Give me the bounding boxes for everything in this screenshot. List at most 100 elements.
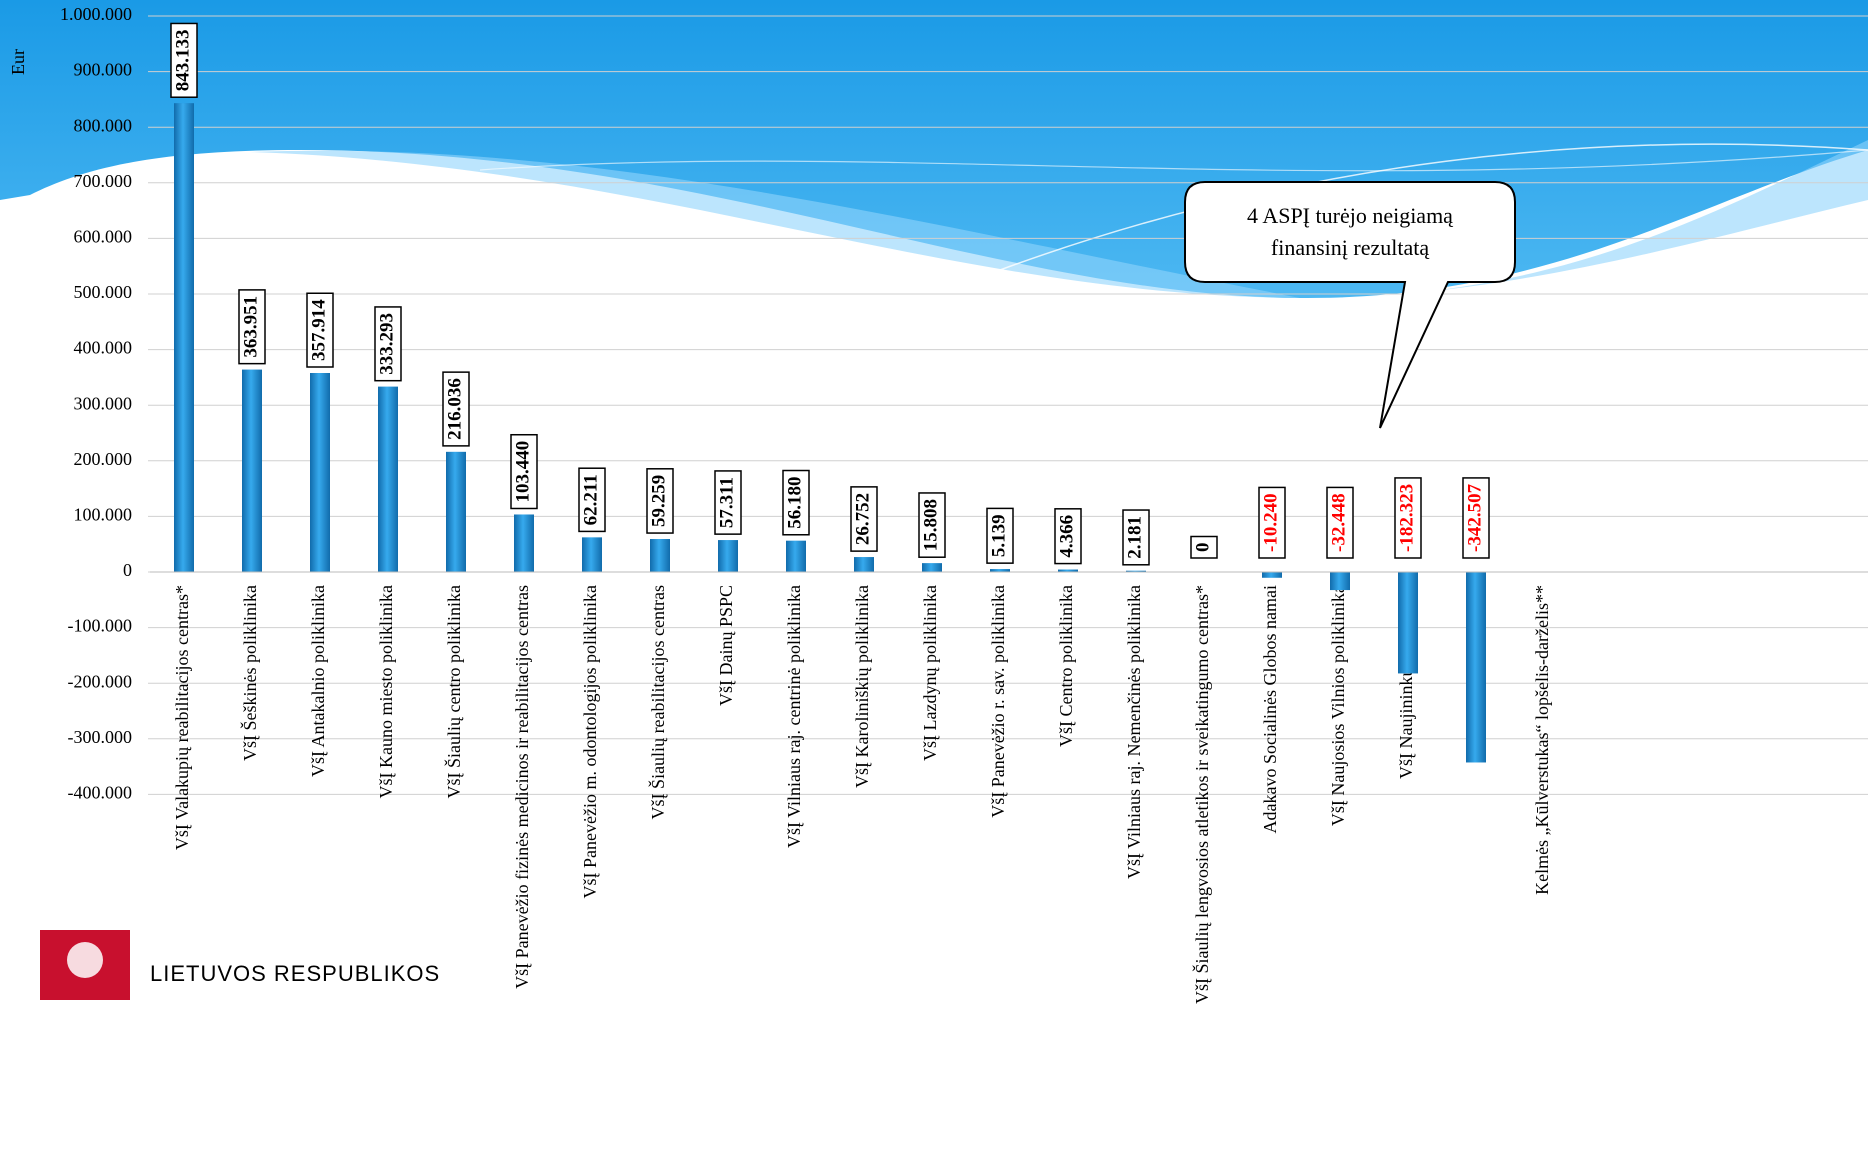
value-label: 0 — [1190, 535, 1218, 559]
value-label: -342.507 — [1462, 477, 1490, 559]
y-tick-label: 800.000 — [74, 115, 133, 135]
value-label-box — [578, 467, 606, 533]
value-label-text: 103.440 — [512, 441, 533, 503]
value-label-box — [714, 470, 742, 535]
y-tick-label: -100.000 — [68, 616, 133, 636]
value-label-box — [1258, 486, 1286, 559]
value-label-box — [1462, 477, 1490, 559]
value-label-text: 2.181 — [1124, 516, 1145, 559]
value-label-box — [1394, 477, 1422, 559]
x-tick-label: VšĮ Šiaulių lengvosios atletikos ir svei… — [1191, 585, 1212, 1004]
y-tick-label: 200.000 — [74, 449, 133, 469]
value-label: -10.240 — [1258, 486, 1286, 559]
value-label-text: 62.211 — [580, 474, 601, 525]
bar-shade — [990, 569, 1010, 572]
value-label: 103.440 — [510, 433, 538, 510]
bar-shade — [650, 539, 670, 572]
value-label-box — [986, 507, 1014, 564]
value-label-text: 5.139 — [988, 514, 1009, 557]
y-tick-label: 300.000 — [74, 393, 133, 413]
x-tick-label: Adakavo Socialinės Globos namai — [1260, 585, 1280, 833]
y-tick-label: 1.000.000 — [60, 4, 132, 24]
value-label-box — [782, 469, 810, 536]
y-tick-label: 0 — [123, 560, 132, 580]
x-tick-label: VšĮ Vilniaus raj. centrinė poliklinika — [784, 585, 804, 848]
callout: 4 ASPĮ turėjo neigiamą finansinį rezulta… — [1184, 181, 1516, 429]
value-label: 216.036 — [442, 371, 470, 447]
y-tick-label: 500.000 — [74, 282, 133, 302]
value-label-box — [442, 371, 470, 447]
bar-shade — [1262, 572, 1282, 578]
bar-shade — [514, 514, 534, 572]
x-tick-label: VšĮ Naujosios Vilnios poliklinika — [1328, 585, 1348, 826]
y-tick-label: -400.000 — [68, 783, 133, 803]
y-tick-label: 100.000 — [74, 505, 133, 525]
value-label-box — [646, 468, 674, 534]
value-label-box — [1054, 508, 1082, 565]
annotation: finansinį rezultatą — [1271, 235, 1429, 260]
value-label-text: -182.323 — [1396, 484, 1417, 552]
x-tick-label: VšĮ Šiaulių centro poliklinika — [443, 585, 464, 798]
value-label-text: -32.448 — [1328, 493, 1349, 552]
value-label: -32.448 — [1326, 486, 1354, 559]
bar-shade — [174, 103, 194, 572]
value-label-text: -10.240 — [1260, 493, 1281, 552]
x-tick-label: VšĮ Vilniaus raj. Nemenčinės poliklinika — [1124, 585, 1144, 879]
value-label: 363.951 — [238, 289, 266, 365]
value-label-box — [170, 22, 198, 98]
value-label-text: 57.311 — [716, 477, 737, 528]
value-label-text: 0 — [1192, 543, 1213, 553]
value-label-text: 56.180 — [784, 477, 805, 529]
logo — [40, 930, 130, 1000]
value-label-text: 26.752 — [852, 493, 873, 545]
x-tick-label: VšĮ Panevėžio m. odontologijos poliklini… — [580, 585, 600, 898]
value-label: 4.366 — [1054, 508, 1082, 565]
x-tick-label: VšĮ Kauno miesto poliklinika — [376, 585, 396, 798]
x-tick-label: VšĮ Šeškinės poliklinika — [239, 585, 260, 761]
background — [0, 0, 1868, 299]
value-label: 62.211 — [578, 467, 606, 533]
value-label: 15.808 — [918, 492, 946, 558]
value-label: 5.139 — [986, 507, 1014, 564]
bar-shade — [1058, 569, 1078, 572]
value-label-text: -342.507 — [1464, 483, 1485, 552]
x-tick-label: VšĮ Panevėžio fizinės medicinos ir reabi… — [512, 585, 532, 989]
value-label: 843.133 — [170, 22, 198, 98]
value-label-box — [918, 492, 946, 558]
bar-shade — [718, 540, 738, 572]
value-label-box — [306, 292, 334, 368]
value-label: 357.914 — [306, 292, 334, 368]
x-tick-label: Kelmės „Kūlverstukas“ lopšelis-darželis*… — [1532, 585, 1552, 895]
value-label-text: 333.293 — [376, 313, 397, 375]
value-label-text: 843.133 — [172, 29, 193, 91]
bar-shade — [922, 563, 942, 572]
value-label-box — [238, 289, 266, 365]
bar-shade — [1398, 572, 1418, 674]
value-label-box — [374, 306, 402, 382]
value-label: 56.180 — [782, 469, 810, 536]
bar-shade — [310, 372, 330, 572]
value-label: 333.293 — [374, 306, 402, 382]
x-tick-label: VšĮ Panevėžio r. sav. poliklinika — [988, 585, 1008, 818]
y-tick-label: 900.000 — [74, 60, 133, 80]
bar-shade — [1126, 570, 1146, 572]
x-tick-label: VšĮ Lazdynų poliklinika — [920, 585, 940, 761]
footer-text: LIETUVOS RESPUBLIKOS — [150, 961, 440, 986]
value-label-box — [510, 433, 538, 510]
value-label-box — [1122, 509, 1150, 566]
value-label-box — [850, 486, 878, 552]
x-tick-label: VšĮ Karoliniškių poliklinika — [852, 585, 872, 788]
x-tick-label: VšĮ Antakalnio poliklinika — [308, 585, 328, 777]
value-label-text: 4.366 — [1056, 515, 1077, 558]
y-axis-label: Eur — [8, 49, 28, 75]
value-label-text: 357.914 — [308, 299, 329, 361]
value-label: 26.752 — [850, 486, 878, 552]
bar-shade — [786, 540, 806, 572]
bar-shade — [854, 557, 874, 572]
bar-shade — [378, 386, 398, 572]
x-tick-label: VšĮ Centro poliklinika — [1056, 585, 1076, 747]
x-tick-label: VšĮ Dainų PSPC — [716, 585, 736, 706]
bar-shade — [1466, 572, 1486, 763]
